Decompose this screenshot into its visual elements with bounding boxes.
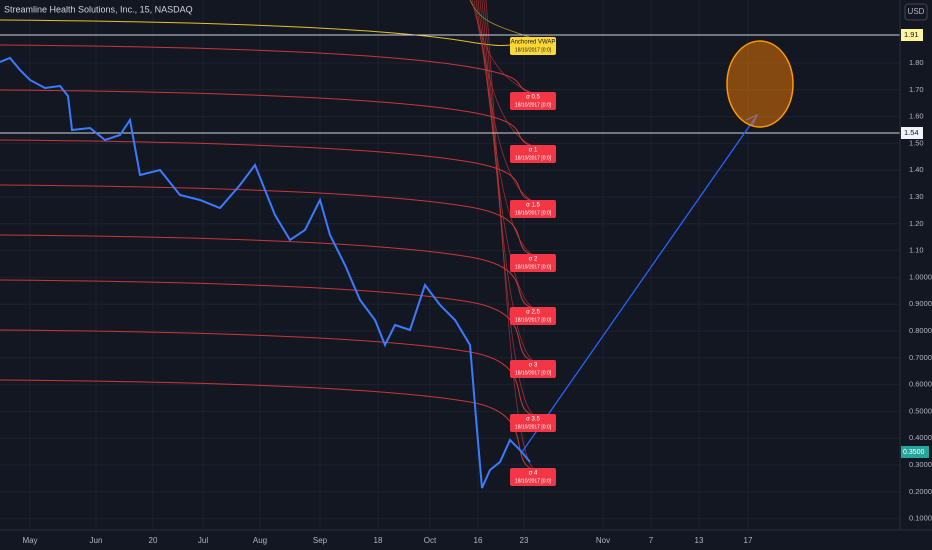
symbol-title: Streamline Health Solutions, Inc., 15, N… bbox=[4, 4, 193, 14]
annotation-box bbox=[510, 254, 556, 272]
price-line bbox=[0, 56, 531, 489]
price-tick: 1.30 bbox=[909, 192, 924, 201]
time-label: May bbox=[22, 536, 37, 545]
annotation-title: σ 2 bbox=[529, 257, 538, 263]
projection-arrow bbox=[521, 117, 756, 453]
annotation-box bbox=[510, 414, 556, 432]
level-box bbox=[901, 127, 923, 139]
vwap-band bbox=[0, 329, 536, 417]
last-price-box bbox=[901, 446, 929, 458]
annotation-title: σ 2.5 bbox=[526, 310, 540, 316]
vwap-band-upper bbox=[485, 0, 536, 471]
level-box bbox=[901, 29, 923, 41]
currency-button[interactable] bbox=[904, 3, 928, 21]
time-label: Sep bbox=[313, 536, 328, 545]
level-label: 1.54 bbox=[904, 128, 919, 137]
vwap-band bbox=[0, 279, 536, 363]
annotation-title: σ 3 bbox=[529, 363, 538, 369]
annotation-date: 18/10/2017 [0:0] bbox=[515, 317, 552, 323]
price-tick: 0.6000 bbox=[909, 380, 932, 389]
vwap-band bbox=[0, 139, 536, 203]
time-label: 7 bbox=[649, 536, 654, 545]
price-tick: 1.70 bbox=[909, 85, 924, 94]
vwap-band-upper bbox=[481, 0, 536, 363]
price-tick: 1.50 bbox=[909, 138, 924, 147]
time-label: 17 bbox=[744, 536, 753, 545]
price-tick: 0.3000 bbox=[909, 460, 932, 469]
time-label: Jun bbox=[90, 536, 103, 545]
time-label: 23 bbox=[520, 536, 529, 545]
price-axis bbox=[900, 0, 932, 550]
time-label: 13 bbox=[695, 536, 704, 545]
annotation-title: σ 1 bbox=[529, 148, 538, 154]
annotation-date: 18/10/2017 [0:0] bbox=[515, 155, 552, 161]
time-label: Jul bbox=[198, 536, 208, 545]
time-label: Nov bbox=[596, 536, 610, 545]
annotation-date: 18/10/2017 [0:0] bbox=[515, 47, 552, 53]
vwap-band-upper bbox=[483, 0, 536, 417]
annotation-date: 18/10/2017 [0:0] bbox=[515, 370, 552, 376]
annotation-box bbox=[510, 468, 556, 486]
annotation-title: σ 0.5 bbox=[526, 95, 540, 101]
currency[interactable]: USD bbox=[908, 7, 925, 16]
price-tick: 0.1000 bbox=[909, 514, 932, 523]
labels: 1.80 1.70 1.60 1.50 1.40 1.30 1.20 1.10 1.0000 0.… bbox=[22, 29, 932, 545]
annotation-date: 18/10/2017 [0:0] bbox=[515, 264, 552, 270]
annotation-box bbox=[510, 200, 556, 218]
annotation-box bbox=[510, 360, 556, 378]
vwap-band bbox=[0, 234, 536, 310]
vwap-band bbox=[0, 379, 536, 471]
annotation-box bbox=[510, 37, 556, 55]
annotation-title: σ 1.5 bbox=[526, 203, 540, 209]
annotation-box bbox=[510, 307, 556, 325]
annotation-date: 18/10/2017 [0:0] bbox=[515, 102, 552, 108]
price-tick: 0.2000 bbox=[909, 487, 932, 496]
price-tick: 1.60 bbox=[909, 112, 924, 121]
price-tick: 1.40 bbox=[909, 165, 924, 174]
price-tick: 0.5000 bbox=[909, 406, 932, 415]
vwap-band bbox=[0, 44, 536, 95]
target-ellipse bbox=[726, 40, 794, 128]
annotation-date: 18/10/2017 [0:0] bbox=[515, 210, 552, 216]
price-tick: 0.4000 bbox=[909, 433, 932, 442]
last-price: 0.3500 bbox=[903, 449, 925, 456]
time-label: Oct bbox=[424, 536, 437, 545]
annotation-title: σ 3.5 bbox=[526, 417, 540, 423]
price-tick: 1.80 bbox=[909, 58, 924, 67]
price-tick: 1.0000 bbox=[909, 272, 932, 281]
time-label: 18 bbox=[374, 536, 383, 545]
price-tick: 1.10 bbox=[909, 246, 924, 255]
annotation-box bbox=[510, 92, 556, 110]
annotation-title: σ 4 bbox=[529, 471, 538, 477]
vwap-band-upper bbox=[477, 0, 536, 257]
level-label: 1.91 bbox=[904, 30, 919, 39]
price-tick: 0.9000 bbox=[909, 299, 932, 308]
annotation-title: Anchored VWAP bbox=[511, 40, 556, 46]
annotation-date: 18/10/2017 [0:0] bbox=[515, 478, 552, 484]
grid bbox=[0, 0, 900, 530]
annotation-date: 18/10/2017 [0:0] bbox=[515, 424, 552, 430]
time-label: 16 bbox=[474, 536, 483, 545]
annotation-box bbox=[510, 145, 556, 163]
time-label: 20 bbox=[149, 536, 158, 545]
bands bbox=[0, 0, 536, 471]
price-tick: 1.20 bbox=[909, 219, 924, 228]
vwap-band-upper bbox=[479, 0, 536, 310]
vwap-band-upper bbox=[471, 0, 536, 95]
time-label: Aug bbox=[253, 536, 267, 545]
price-tick: 0.7000 bbox=[909, 353, 932, 362]
price-tick: 0.8000 bbox=[909, 326, 932, 335]
vwap-band-upper bbox=[473, 0, 536, 148]
vwap-band-upper bbox=[475, 0, 536, 203]
